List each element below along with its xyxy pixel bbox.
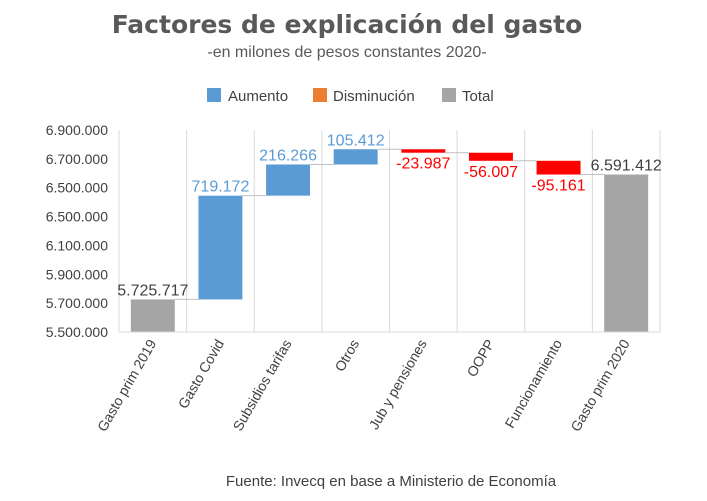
vertical-gridlines (118, 130, 661, 332)
data-label: -95.161 (531, 178, 585, 195)
data-label: 216.266 (259, 147, 317, 164)
data-labels: 5.725.717 719.172 216.266 105.412 -23.987 -56… (117, 132, 662, 299)
legend-label-total: Total (462, 88, 494, 105)
data-label: -56.007 (464, 164, 518, 181)
category-label: Funcionamiento (501, 336, 565, 430)
data-label: 105.412 (327, 132, 385, 149)
legend-swatch-disminucion (313, 88, 327, 102)
bar-increase (198, 195, 243, 300)
data-label: -23.987 (396, 156, 450, 173)
y-tick-label: 6.500.000 (46, 180, 108, 196)
legend: Aumento Disminución Total (207, 88, 494, 105)
category-label: Gasto prim 2020 (567, 336, 633, 434)
y-axis: 5.500.000 5.700.000 5.900.000 6.100.000 6.50… (46, 122, 108, 340)
chart-subtitle: -en milones de pesos constantes 2020- (207, 44, 486, 61)
source-note: Fuente: Invecq en base a Ministerio de E… (226, 473, 557, 490)
legend-label-disminucion: Disminución (333, 88, 415, 105)
category-label: Gasto Covid (175, 337, 227, 412)
bar-increase (333, 149, 378, 165)
category-label: OOPP (463, 337, 497, 380)
category-label: Subsidios tarifas (229, 337, 294, 434)
category-label: Jub y pensiones (365, 337, 429, 433)
category-labels: Gasto prim 2019 Gasto Covid Subsidios tari… (94, 336, 633, 434)
y-tick-label: 6.700.000 (46, 151, 108, 167)
bar-total (604, 174, 649, 332)
bar-decrease (401, 149, 446, 153)
connector-lines (174, 148, 605, 300)
bar-decrease (536, 160, 581, 175)
data-label: 5.725.717 (117, 282, 188, 299)
y-tick-label: 5.700.000 (46, 295, 108, 311)
bar-total (130, 299, 175, 332)
chart-title: Factores de explicación del gasto (112, 10, 583, 39)
bar-decrease (468, 152, 513, 161)
y-tick-label: 5.500.000 (46, 324, 108, 340)
y-tick-label: 6.900.000 (46, 122, 108, 138)
y-tick-label: 6.500.000 (46, 209, 108, 225)
category-label: Gasto prim 2019 (94, 336, 160, 434)
bars (130, 149, 649, 332)
category-label: Otros (331, 337, 362, 375)
legend-swatch-total (442, 88, 456, 102)
bar-increase (266, 164, 311, 196)
legend-swatch-aumento (207, 88, 221, 102)
data-label: 719.172 (192, 179, 250, 196)
legend-label-aumento: Aumento (228, 88, 288, 105)
y-tick-label: 5.900.000 (46, 266, 108, 282)
data-label: 6.591.412 (591, 158, 662, 175)
y-tick-label: 6.100.000 (46, 237, 108, 253)
